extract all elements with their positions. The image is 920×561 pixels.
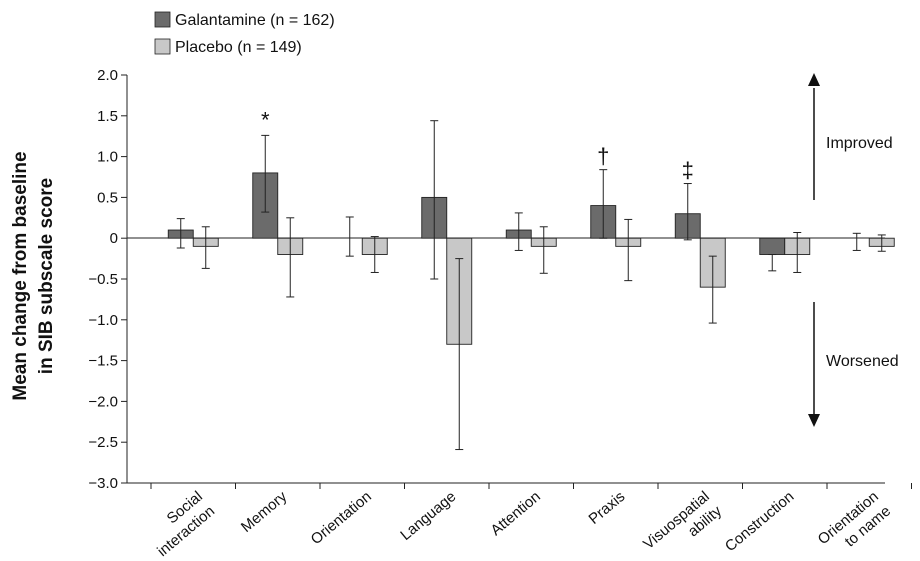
- worsened-arrow-head: [808, 414, 820, 427]
- category-label: Praxis: [585, 488, 628, 528]
- y-tick-label: 2.0: [97, 67, 118, 84]
- improved-label: Improved: [826, 135, 893, 152]
- category-label: Memory: [238, 488, 291, 536]
- y-tick-label: −0.5: [88, 271, 118, 288]
- y-axis-title: Mean change from baseline in SIB subscal…: [10, 151, 57, 400]
- category-label-line: Praxis: [585, 488, 628, 528]
- legend-label-placebo: Placebo (n = 149): [175, 39, 302, 56]
- category-label-line: Orientation: [308, 488, 375, 548]
- x-ticks: [150, 483, 912, 489]
- bars: [167, 172, 895, 345]
- y-tick-label: −1.0: [88, 312, 118, 329]
- y-axis-title-line-1: Mean change from baseline: [10, 151, 31, 400]
- significance-markers: * † ‡: [261, 107, 694, 182]
- y-tick-label: 0: [110, 230, 118, 247]
- category-label-line: Attention: [488, 488, 544, 539]
- y-tick-label: −1.5: [88, 353, 118, 370]
- category-label-line: Memory: [238, 488, 291, 536]
- y-tick-label: −3.0: [88, 475, 118, 492]
- category-label: Language: [397, 488, 459, 544]
- legend-swatch-placebo: [154, 38, 171, 55]
- significance-marker: *: [261, 107, 270, 132]
- legend-swatch-galantamine: [154, 11, 171, 28]
- y-tick-label: −2.0: [88, 393, 118, 410]
- category-label: Orientation: [308, 488, 375, 548]
- category-label: Construction: [722, 488, 797, 555]
- bar-galantamine: [759, 237, 786, 255]
- worsened-annotation: Worsened: [808, 302, 899, 427]
- y-ticks: −3.0 −2.5 −2.0 −1.5 −1.0 −0.5 0 0.5 1.0 1.5 2.0: [88, 67, 127, 492]
- improved-arrow-head: [808, 73, 820, 86]
- significance-marker: ‡: [682, 158, 694, 183]
- improved-annotation: Improved: [808, 73, 893, 200]
- y-tick-label: 1.0: [97, 149, 118, 166]
- category-label-line: Language: [397, 488, 459, 544]
- worsened-label: Worsened: [826, 353, 899, 370]
- y-axis-title-line-2: in SIB subscale score: [36, 178, 57, 374]
- significance-marker: †: [597, 144, 609, 169]
- y-tick-label: 0.5: [97, 189, 118, 206]
- legend-label-galantamine: Galantamine (n = 162): [175, 12, 335, 29]
- category-label: Attention: [488, 488, 544, 539]
- category-label-line: Construction: [722, 488, 797, 555]
- y-tick-label: 1.5: [97, 108, 118, 125]
- error-bars: [176, 120, 886, 451]
- legend: Galantamine (n = 162) Placebo (n = 149): [154, 11, 335, 56]
- y-tick-label: −2.5: [88, 434, 118, 451]
